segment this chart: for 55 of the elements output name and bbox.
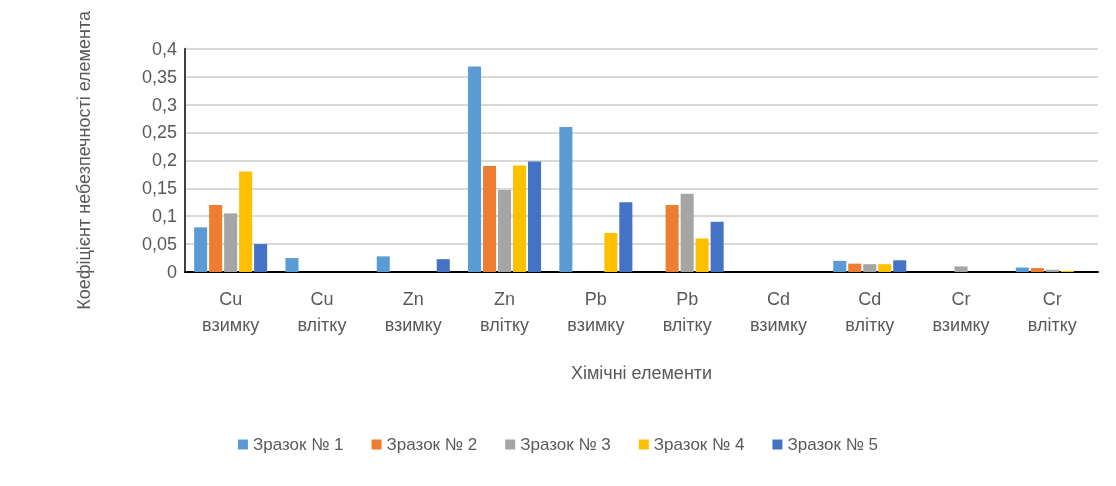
legend-label: Зразок № 1 (252, 435, 344, 454)
bar (528, 161, 542, 272)
bar (194, 227, 208, 272)
x-axis-title: Хімічні елементи (570, 363, 713, 383)
bar (604, 232, 618, 272)
bar (665, 205, 679, 272)
y-tick-label: 0,3 (151, 94, 177, 115)
bar (848, 263, 862, 272)
bar (436, 259, 450, 272)
x-tick-label: Cu влітку (297, 289, 347, 335)
bar (209, 205, 223, 272)
y-tick-label: 0,25 (141, 122, 177, 143)
bar (954, 266, 968, 272)
bar (878, 264, 892, 272)
bar (1015, 267, 1029, 272)
bar (498, 189, 512, 272)
bar (1045, 269, 1059, 272)
bar (513, 165, 527, 272)
y-tick-label: 0,4 (151, 38, 177, 59)
x-tick-label: Zn взимку (384, 289, 442, 335)
bar (695, 238, 709, 272)
bar (559, 126, 573, 272)
legend-label: Зразок № 3 (520, 435, 611, 454)
legend-label: Зразок № 2 (386, 435, 478, 454)
bar (285, 258, 299, 272)
y-axis-title: Коефіцієнт небезпечності елемента (74, 10, 94, 310)
x-tick-label: Pb взимку (567, 289, 625, 335)
x-tick-label: Zn влітку (480, 289, 530, 335)
legend-label: Зразок № 5 (787, 435, 879, 454)
bar (619, 202, 633, 272)
bar (239, 171, 253, 272)
bar (224, 213, 238, 272)
bar (468, 66, 482, 272)
bar (833, 260, 847, 272)
y-tick-label: 0,1 (151, 206, 177, 227)
bar (376, 256, 390, 272)
bar (1030, 268, 1044, 272)
x-tick-label: Pb влітку (662, 289, 712, 335)
bar (483, 165, 497, 272)
x-tick-label: Cd влітку (845, 289, 895, 335)
y-tick-label: 0,15 (141, 178, 177, 199)
y-tick-label: 0 (166, 262, 177, 282)
x-tick-label: Cu взимку (202, 289, 260, 335)
x-tick-label: Cr влітку (1027, 289, 1077, 335)
bar (680, 193, 694, 272)
legend-label: Зразок № 4 (653, 435, 745, 454)
bar (254, 244, 268, 272)
y-tick-label: 0,35 (141, 66, 177, 87)
y-tick-label: 0,05 (141, 234, 177, 255)
y-tick-label: 0,2 (151, 150, 177, 171)
x-tick-label: Cr взимку (932, 289, 990, 335)
bar (893, 260, 907, 272)
x-tick-label: Cd взимку (749, 289, 808, 335)
bar (863, 264, 877, 272)
bar (710, 221, 724, 272)
